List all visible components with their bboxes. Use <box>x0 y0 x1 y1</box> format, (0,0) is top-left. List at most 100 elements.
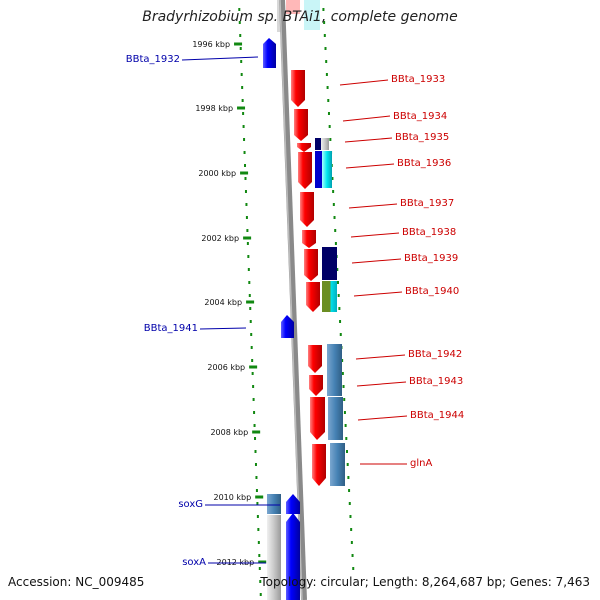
track-dot <box>256 502 259 505</box>
scale-label: 2000 kbp <box>198 169 236 178</box>
track-dot <box>348 489 351 492</box>
track-dot <box>254 463 257 466</box>
leader-line-bbta1944 <box>357 415 408 421</box>
gene-bbta1943[interactable] <box>309 375 323 396</box>
leader-line-bbta1941 <box>199 327 247 330</box>
gene-bbta1933[interactable] <box>291 70 305 107</box>
track-dot <box>240 60 243 63</box>
gene-soxg[interactable] <box>286 494 300 514</box>
track-dot <box>257 541 260 544</box>
scale-tick <box>246 300 255 304</box>
track-dot <box>258 554 261 557</box>
label-bbta1940[interactable]: BBta_1940 <box>405 286 459 297</box>
track-dot <box>339 320 342 323</box>
track-dot <box>245 203 248 206</box>
track-dot <box>349 515 352 518</box>
gene-bbta1938[interactable] <box>302 230 316 248</box>
track-dot <box>336 281 339 284</box>
track-dot <box>249 320 252 323</box>
track-dot <box>243 151 246 154</box>
track-dot <box>322 8 325 11</box>
label-bbta1935[interactable]: BBta_1935 <box>395 132 449 143</box>
track-dot <box>331 177 334 180</box>
track-dot <box>327 99 330 102</box>
label-bbta1937[interactable]: BBta_1937 <box>400 198 454 209</box>
track-dot <box>351 554 354 557</box>
gene-bbta1935[interactable] <box>297 143 311 152</box>
label-bbta1936[interactable]: BBta_1936 <box>397 158 451 169</box>
leader-line-bbta1935 <box>344 137 393 143</box>
track-dot <box>246 242 249 245</box>
track-dot <box>241 86 244 89</box>
gene-bbta1936[interactable] <box>298 152 312 189</box>
label-bbta1942[interactable]: BBta_1942 <box>408 349 462 360</box>
genome-title: Bradyrhizobium sp. BTAi1, complete genom… <box>142 9 458 25</box>
track-dot <box>336 268 339 271</box>
track-dot <box>252 385 255 388</box>
gene-bbta1940[interactable] <box>306 282 320 312</box>
track-dot <box>334 229 337 232</box>
track-dot <box>346 450 348 453</box>
track-dot <box>337 294 340 297</box>
label-bbta1941[interactable]: BBta_1941 <box>144 323 198 334</box>
scale-tick <box>249 365 258 369</box>
gene-soxa[interactable] <box>286 513 300 600</box>
label-soxg[interactable]: soxG <box>178 499 203 510</box>
leader-line-bbta1940 <box>353 291 403 297</box>
scale-tick <box>237 106 246 110</box>
track-dot <box>329 138 332 141</box>
track-dot <box>243 138 246 141</box>
label-glna[interactable]: glnA <box>410 458 432 469</box>
leader-line-bbta1942 <box>355 354 406 360</box>
track-dot <box>343 398 346 401</box>
track-dot <box>344 424 347 427</box>
leader-line-bbta1936 <box>345 163 395 169</box>
track-dot <box>251 359 254 362</box>
label-soxa[interactable]: soxA <box>182 557 206 568</box>
gene-bbta1932[interactable] <box>263 38 276 68</box>
label-bbta1934[interactable]: BBta_1934 <box>393 111 447 122</box>
label-bbta1939[interactable]: BBta_1939 <box>404 253 458 264</box>
scale-tick <box>243 236 252 240</box>
scale-label: 2002 kbp <box>201 234 239 243</box>
gene-bbta1937[interactable] <box>300 192 314 227</box>
gene-bbta1944[interactable] <box>310 397 325 440</box>
leader-line-bbta1933 <box>339 79 389 86</box>
track-dot <box>254 450 257 453</box>
leader-line-bbta1932 <box>181 56 259 61</box>
scale-label: 2010 kbp <box>213 493 251 502</box>
scale-ruler: 1996 kbp 1998 kbp 2000 kbp 2002 kbp 2004 kbp… <box>192 40 267 567</box>
track-dot <box>327 112 330 115</box>
track-dot <box>259 580 262 583</box>
track-dot <box>241 99 244 102</box>
track-dot <box>338 307 341 310</box>
blast-hit <box>330 443 345 486</box>
label-bbta1933[interactable]: BBta_1933 <box>391 74 445 85</box>
label-bbta1938[interactable]: BBta_1938 <box>402 227 456 238</box>
blast-hit <box>322 247 337 280</box>
gene-bbta1941[interactable] <box>281 315 294 338</box>
track-dot <box>323 21 326 24</box>
scale-label: 1996 kbp <box>192 40 230 49</box>
blast-hit <box>322 151 332 188</box>
gene-bbta1939[interactable] <box>304 249 318 281</box>
blast-hit <box>267 515 281 600</box>
track-dot <box>345 437 348 440</box>
genome-backbone <box>279 0 307 600</box>
track-dot <box>332 203 335 206</box>
gene-glna[interactable] <box>312 444 326 486</box>
track-dot <box>246 229 249 232</box>
track-dot <box>334 242 337 245</box>
gene-bbta1934[interactable] <box>294 109 308 141</box>
label-bbta1932[interactable]: BBta_1932 <box>126 54 180 65</box>
track-dot <box>348 502 351 505</box>
track-dot <box>248 294 251 297</box>
blast-hit <box>322 281 337 312</box>
track-dot <box>333 216 336 219</box>
track-dot <box>250 333 253 336</box>
label-bbta1943[interactable]: BBta_1943 <box>409 376 463 387</box>
gene-bbta1942[interactable] <box>308 345 322 373</box>
label-bbta1944[interactable]: BBta_1944 <box>410 410 464 421</box>
scale-tick <box>240 171 249 175</box>
